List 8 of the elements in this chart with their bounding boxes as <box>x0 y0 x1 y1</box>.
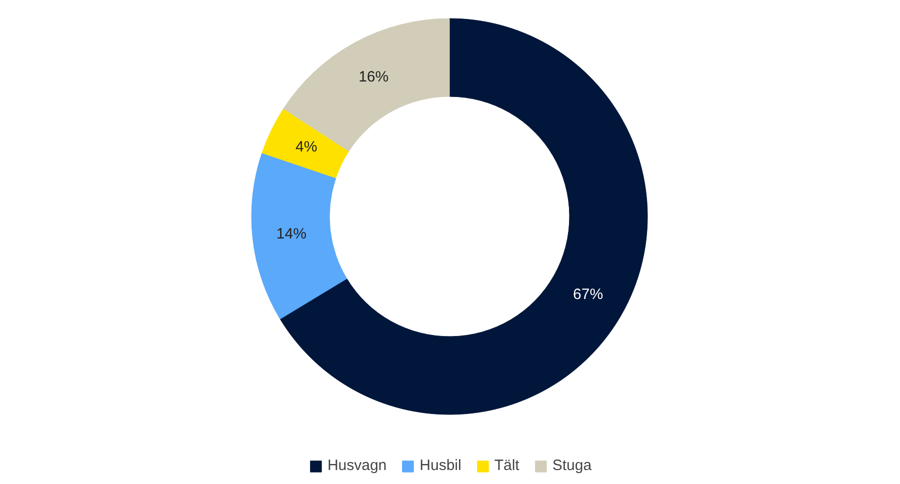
data-label: 16% <box>358 68 389 86</box>
legend-label: Husbil <box>420 457 462 474</box>
data-label: 4% <box>296 138 318 156</box>
legend-label: Tält <box>494 457 520 474</box>
data-label: 67% <box>573 286 604 304</box>
legend-label: Husvagn <box>327 457 387 474</box>
legend-label: Stuga <box>552 457 592 474</box>
data-label: 14% <box>276 225 306 242</box>
